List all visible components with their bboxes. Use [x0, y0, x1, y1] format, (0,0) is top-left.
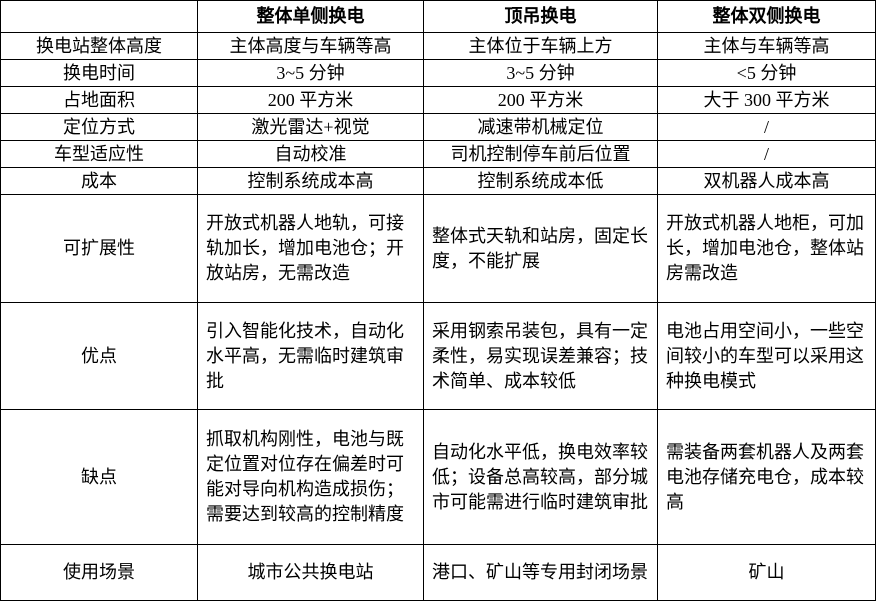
table-row: 优点 引入智能化技术，自动化水平高，无需临时建筑审批 采用钢索吊装包，具有一定柔性，…	[0, 302, 876, 410]
cell: 城市公共换电站	[197, 544, 424, 601]
table-row: 定位方式 激光雷达+视觉 减速带机械定位 /	[0, 113, 876, 141]
table-row: 车型适应性 自动校准 司机控制停车前后位置 /	[0, 140, 876, 168]
cell: 3~5 分钟	[197, 59, 424, 87]
header-cell	[0, 0, 198, 33]
cell: 3~5 分钟	[423, 59, 658, 87]
header-cell: 顶吊换电	[423, 0, 658, 33]
cell: 引入智能化技术，自动化水平高，无需临时建筑审批	[197, 302, 424, 410]
cell: 200 平方米	[423, 86, 658, 114]
table-row: 换电站整体高度 主体高度与车辆等高 主体位于车辆上方 主体与车辆等高	[0, 32, 876, 60]
cell: 整体式天轨和站房，固定长度，不能扩展	[423, 194, 658, 303]
row-label: 成本	[0, 167, 198, 195]
row-label: 换电时间	[0, 59, 198, 87]
row-label: 换电站整体高度	[0, 32, 198, 60]
table-row: 可扩展性 开放式机器人地轨，可接轨加长，增加电池仓；开放站房，无需改造 整体式天轨和…	[0, 194, 876, 303]
row-label: 可扩展性	[0, 194, 198, 303]
cell: /	[657, 140, 876, 168]
cell: 激光雷达+视觉	[197, 113, 424, 141]
cell: 主体位于车辆上方	[423, 32, 658, 60]
cell: 200 平方米	[197, 86, 424, 114]
table-row: 使用场景 城市公共换电站 港口、矿山等专用封闭场景 矿山	[0, 544, 876, 601]
cell: <5 分钟	[657, 59, 876, 87]
row-label: 缺点	[0, 409, 198, 545]
cell: 抓取机构刚性，电池与既定位置对位存在偏差时可能对导向机构造成损伤；需要达到较高的…	[197, 409, 424, 545]
header-cell: 整体单侧换电	[197, 0, 424, 33]
cell: 控制系统成本高	[197, 167, 424, 195]
cell: 矿山	[657, 544, 876, 601]
cell: 采用钢索吊装包，具有一定柔性，易实现误差兼容；技术简单、成本较低	[423, 302, 658, 410]
cell: 电池占用空间小，一些空间较小的车型可以采用这种换电模式	[657, 302, 876, 410]
cell: 自动化水平低，换电效率较低；设备总高较高，部分城市可能需进行临时建筑审批	[423, 409, 658, 545]
table-row: 占地面积 200 平方米 200 平方米 大于 300 平方米	[0, 86, 876, 114]
cell: 自动校准	[197, 140, 424, 168]
row-label: 优点	[0, 302, 198, 410]
header-row: 整体单侧换电 顶吊换电 整体双侧换电	[0, 0, 876, 33]
cell: 开放式机器人地柜，可加长，增加电池仓，整体站房需改造	[657, 194, 876, 303]
cell: /	[657, 113, 876, 141]
comparison-table: 整体单侧换电 顶吊换电 整体双侧换电 换电站整体高度 主体高度与车辆等高 主体位于车辆上方…	[0, 0, 876, 601]
row-label: 使用场景	[0, 544, 198, 601]
cell: 开放式机器人地轨，可接轨加长，增加电池仓；开放站房，无需改造	[197, 194, 424, 303]
cell: 主体高度与车辆等高	[197, 32, 424, 60]
table-row: 换电时间 3~5 分钟 3~5 分钟 <5 分钟	[0, 59, 876, 87]
header-cell: 整体双侧换电	[657, 0, 876, 33]
cell: 控制系统成本低	[423, 167, 658, 195]
cell: 港口、矿山等专用封闭场景	[423, 544, 658, 601]
row-label: 车型适应性	[0, 140, 198, 168]
row-label: 占地面积	[0, 86, 198, 114]
cell: 大于 300 平方米	[657, 86, 876, 114]
row-label: 定位方式	[0, 113, 198, 141]
cell: 需装备两套机器人及两套电池存储充电仓，成本较高	[657, 409, 876, 545]
cell: 减速带机械定位	[423, 113, 658, 141]
cell: 双机器人成本高	[657, 167, 876, 195]
table-row: 缺点 抓取机构刚性，电池与既定位置对位存在偏差时可能对导向机构造成损伤；需要达到较…	[0, 409, 876, 545]
table-row: 成本 控制系统成本高 控制系统成本低 双机器人成本高	[0, 167, 876, 195]
cell: 司机控制停车前后位置	[423, 140, 658, 168]
cell: 主体与车辆等高	[657, 32, 876, 60]
